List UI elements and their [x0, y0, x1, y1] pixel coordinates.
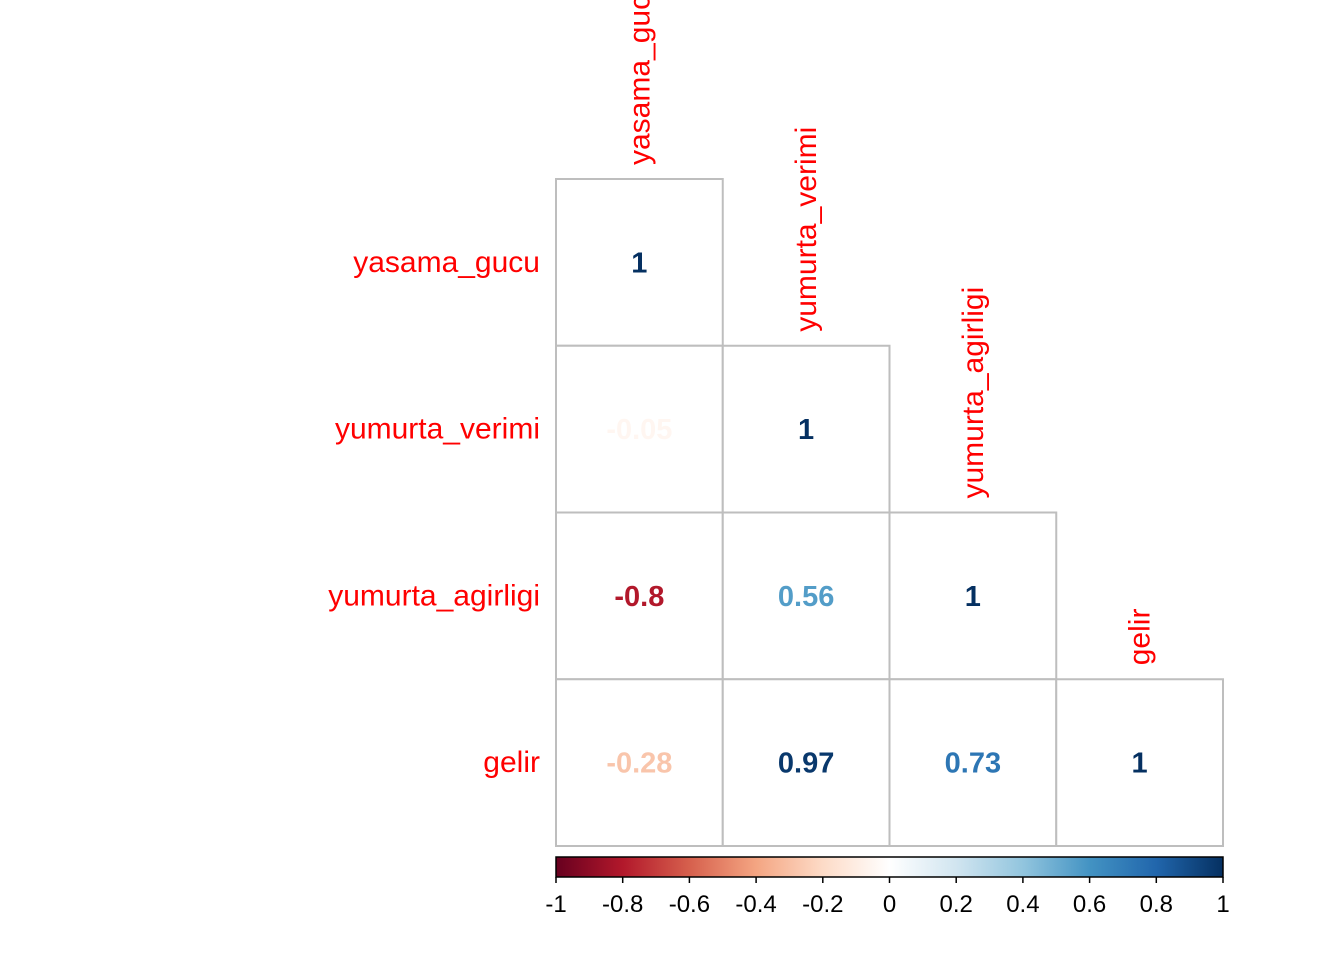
cell-gelir-yumurta_verimi [721, 678, 891, 847]
row-label-yasama_gucu: yasama_gucu [353, 246, 540, 279]
colorbar-tick-label: 1 [1216, 891, 1229, 918]
cell-value: -0.8 [614, 581, 664, 613]
cell-value: -0.28 [606, 748, 672, 780]
cell-yumurta_verimi-yumurta_verimi [721, 344, 891, 514]
cell-value: 0.56 [778, 581, 834, 613]
row-label-gelir: gelir [483, 746, 540, 779]
cell-gelir-yumurta_agirligi [888, 678, 1058, 847]
column-labels: yasama_gucu yumurta_verimi yumurta_agirlig… [623, 0, 1156, 665]
colorbar-tick-label: -0.8 [602, 891, 643, 918]
column-label-gelir: gelir [1124, 609, 1157, 666]
cell-value: 0.73 [945, 748, 1001, 780]
colorbar: -1 -0.8 -0.6 -0.4 -0.2 0 0.2 0.4 0.6 0.8 1 [545, 856, 1230, 918]
cell-value: 1 [631, 247, 647, 279]
column-label-yasama_gucu: yasama_gucu [623, 0, 656, 165]
colorbar-tick-label: -0.6 [669, 891, 710, 918]
colorbar-tick-label: -0.2 [802, 891, 843, 918]
cell-yumurta_agirligi-yumurta_verimi [721, 511, 891, 681]
cell-yasama_gucu-yasama_gucu [555, 178, 724, 347]
colorbar-tick-label: 0.2 [940, 891, 973, 918]
row-label-yumurta_verimi: yumurta_verimi [335, 413, 540, 446]
correlation-cells: 1 -0.05 1 -0.8 0.56 1 -0.28 0.97 0.73 1 [555, 178, 1224, 847]
colorbar-tick-label: 0.6 [1073, 891, 1106, 918]
colorbar-tick-label: 0.8 [1140, 891, 1173, 918]
colorbar-tick-label: 0 [883, 891, 896, 918]
row-labels: yasama_gucu yumurta_verimi yumurta_agirlig… [328, 246, 540, 779]
colorbar-tick-label: 0.4 [1006, 891, 1039, 918]
cell-yumurta_agirligi-yumurta_agirligi [888, 511, 1058, 681]
colorbar-gradient [555, 856, 1224, 878]
column-label-yumurta_verimi: yumurta_verimi [790, 127, 823, 332]
cell-value: -0.05 [606, 414, 672, 446]
cell-yumurta_agirligi-yasama_gucu [555, 511, 724, 681]
colorbar-tick-label: -1 [545, 891, 566, 918]
colorbar-tick-label: -0.4 [735, 891, 776, 918]
cell-gelir-yasama_gucu [555, 678, 724, 847]
column-label-yumurta_agirligi: yumurta_agirligi [957, 287, 990, 499]
row-label-yumurta_agirligi: yumurta_agirligi [328, 579, 540, 612]
cell-value: 1 [965, 581, 981, 613]
cell-value: 1 [1132, 748, 1148, 780]
colorbar-ticks: -1 -0.8 -0.6 -0.4 -0.2 0 0.2 0.4 0.6 0.8 1 [545, 877, 1230, 918]
cell-value: 0.97 [778, 748, 834, 780]
cell-yumurta_verimi-yasama_gucu [555, 344, 724, 514]
cell-gelir-gelir [1055, 678, 1224, 847]
cell-value: 1 [798, 414, 814, 446]
